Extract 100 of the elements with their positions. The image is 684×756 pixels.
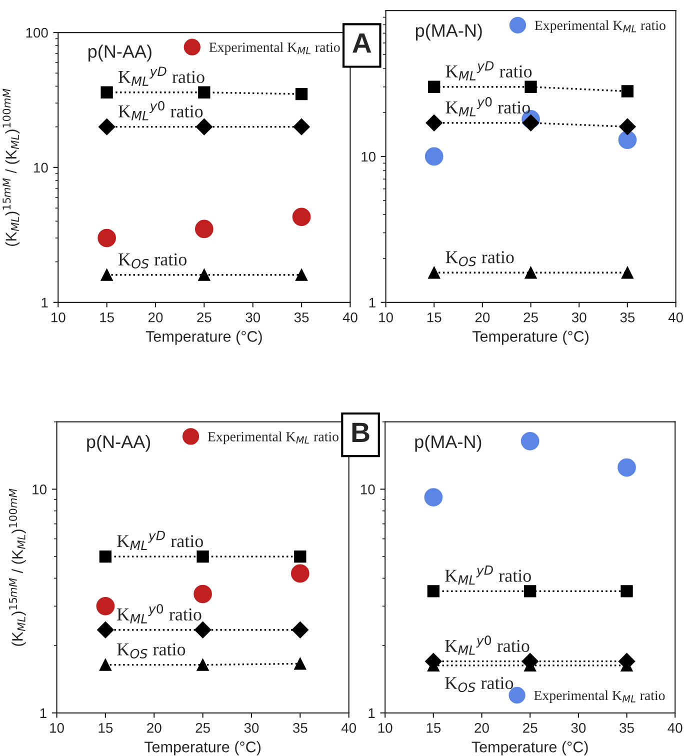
point: [97, 622, 114, 638]
annotation: p(MA-N): [416, 24, 482, 41]
series-label: K$_{ML}$$^{y0}$ ratio: [117, 604, 202, 624]
x-tick-label: 10: [51, 312, 66, 322]
point: [426, 114, 442, 132]
x-tick-label: 35: [292, 722, 308, 733]
x-axis-title: Temperature (°C): [144, 741, 261, 756]
series-label: K$_{OS}$ ratio: [118, 253, 187, 268]
series-label: K$_{ML}$$^{y0}$ ratio: [446, 97, 530, 116]
x-tick-label: 25: [523, 722, 538, 733]
legend-label: Experimental K$_{ML}$ ratio: [209, 42, 340, 55]
y-tick-label: 1: [42, 298, 48, 308]
point: [100, 268, 113, 281]
x-tick-label: 10: [378, 722, 392, 733]
point: [196, 550, 209, 563]
point: [99, 550, 112, 563]
series-label: K$_{ML}$$^{yD}$ ratio: [445, 566, 531, 585]
series-label: K$_{ML}$$^{yD}$ ratio: [117, 530, 204, 550]
point: [294, 550, 306, 563]
y-tick-label: 10: [34, 162, 48, 173]
point: [295, 268, 308, 281]
x-tick-label: 40: [342, 312, 358, 322]
x-tick-label: 20: [147, 722, 162, 733]
x-tick-label: 25: [524, 312, 538, 322]
x-tick-label: 40: [341, 722, 356, 733]
x-axis-title: Temperature (°C): [472, 741, 588, 756]
point: [524, 585, 536, 598]
y-tick-label: 10: [32, 484, 47, 494]
point: [620, 585, 633, 598]
point: [520, 432, 540, 450]
point: [522, 114, 540, 132]
series-label: K$_{ML}$$^{y0}$ ratio: [445, 636, 530, 655]
y-tick-label: 1: [40, 708, 46, 718]
x-axis-title: Temperature (°C): [472, 330, 588, 345]
x-tick-label: 10: [50, 722, 64, 733]
x-tick-label: 15: [427, 312, 442, 322]
point: [293, 118, 310, 136]
point: [428, 80, 440, 93]
point: [100, 86, 113, 98]
annotation: p(MA-N): [415, 434, 482, 452]
point: [98, 118, 116, 136]
point: [524, 266, 537, 279]
x-tick-label: 20: [148, 312, 163, 322]
y-tick-label: 10: [362, 152, 376, 162]
series-label: K$_{ML}$$^{yD}$ ratio: [446, 61, 532, 80]
point: [196, 118, 213, 136]
x-axis-title: Temperature (°C): [146, 330, 262, 345]
point: [619, 118, 636, 136]
point: [194, 622, 212, 638]
point: [618, 458, 636, 477]
point: [294, 658, 306, 670]
x-tick-label: 30: [572, 312, 586, 322]
series-label: K$_{OS}$ ratio: [117, 643, 186, 658]
x-tick-label: 35: [294, 312, 309, 322]
point: [618, 130, 637, 150]
text: B: [352, 422, 370, 442]
x-tick-label: 30: [246, 312, 260, 322]
point: [194, 220, 214, 238]
y-tick-label: 1: [368, 708, 375, 718]
x-tick-label: 20: [475, 312, 490, 322]
x-tick-label: 25: [196, 722, 210, 733]
point: [292, 622, 309, 638]
y-axis-title: (K$_{ML}$)$^{15mM}$ / (K$_{ML}$)$^{100mM}$: [8, 488, 26, 646]
point: [198, 268, 210, 281]
x-tick-label: 35: [620, 722, 634, 733]
y-tick-label: 10: [360, 484, 375, 494]
series-label: K$_{OS}$ ratio: [446, 251, 514, 266]
series-label: K$_{ML}$$^{yD}$ ratio: [118, 66, 204, 86]
point: [98, 228, 116, 248]
x-tick-label: 40: [668, 722, 682, 733]
x-tick-label: 15: [100, 312, 114, 322]
y-tick-label: 1: [369, 298, 376, 308]
annotation: p(N-AA): [88, 44, 152, 62]
point: [424, 147, 444, 166]
point: [96, 596, 115, 616]
x-tick-label: 35: [620, 312, 635, 322]
series-label: K$_{OS}$ ratio: [445, 676, 514, 692]
point: [196, 658, 209, 671]
point: [621, 266, 634, 279]
x-tick-label: 40: [668, 312, 683, 322]
x-tick-label: 15: [98, 723, 113, 733]
x-tick-label: 30: [571, 722, 586, 733]
legend-label: Experimental K$_{ML}$ ratio: [534, 20, 666, 33]
x-tick-label: 25: [197, 312, 212, 322]
point: [428, 266, 440, 279]
point: [290, 564, 310, 583]
point: [99, 658, 112, 671]
x-tick-label: 10: [379, 312, 393, 322]
legend-label: Experimental K$_{ML}$ ratio: [208, 432, 338, 444]
point: [198, 86, 210, 98]
y-axis-title: (K$_{ML}$)$^{15mM}$ / (K$_{ML}$)$^{100mM}$: [2, 88, 20, 246]
point: [292, 208, 311, 226]
x-tick-label: 30: [244, 722, 259, 733]
x-tick-label: 15: [426, 723, 441, 733]
text: A: [352, 34, 372, 53]
point: [427, 585, 440, 598]
point: [621, 85, 634, 98]
y-tick-label: 100: [26, 28, 48, 38]
point: [524, 80, 537, 93]
point: [424, 488, 443, 506]
